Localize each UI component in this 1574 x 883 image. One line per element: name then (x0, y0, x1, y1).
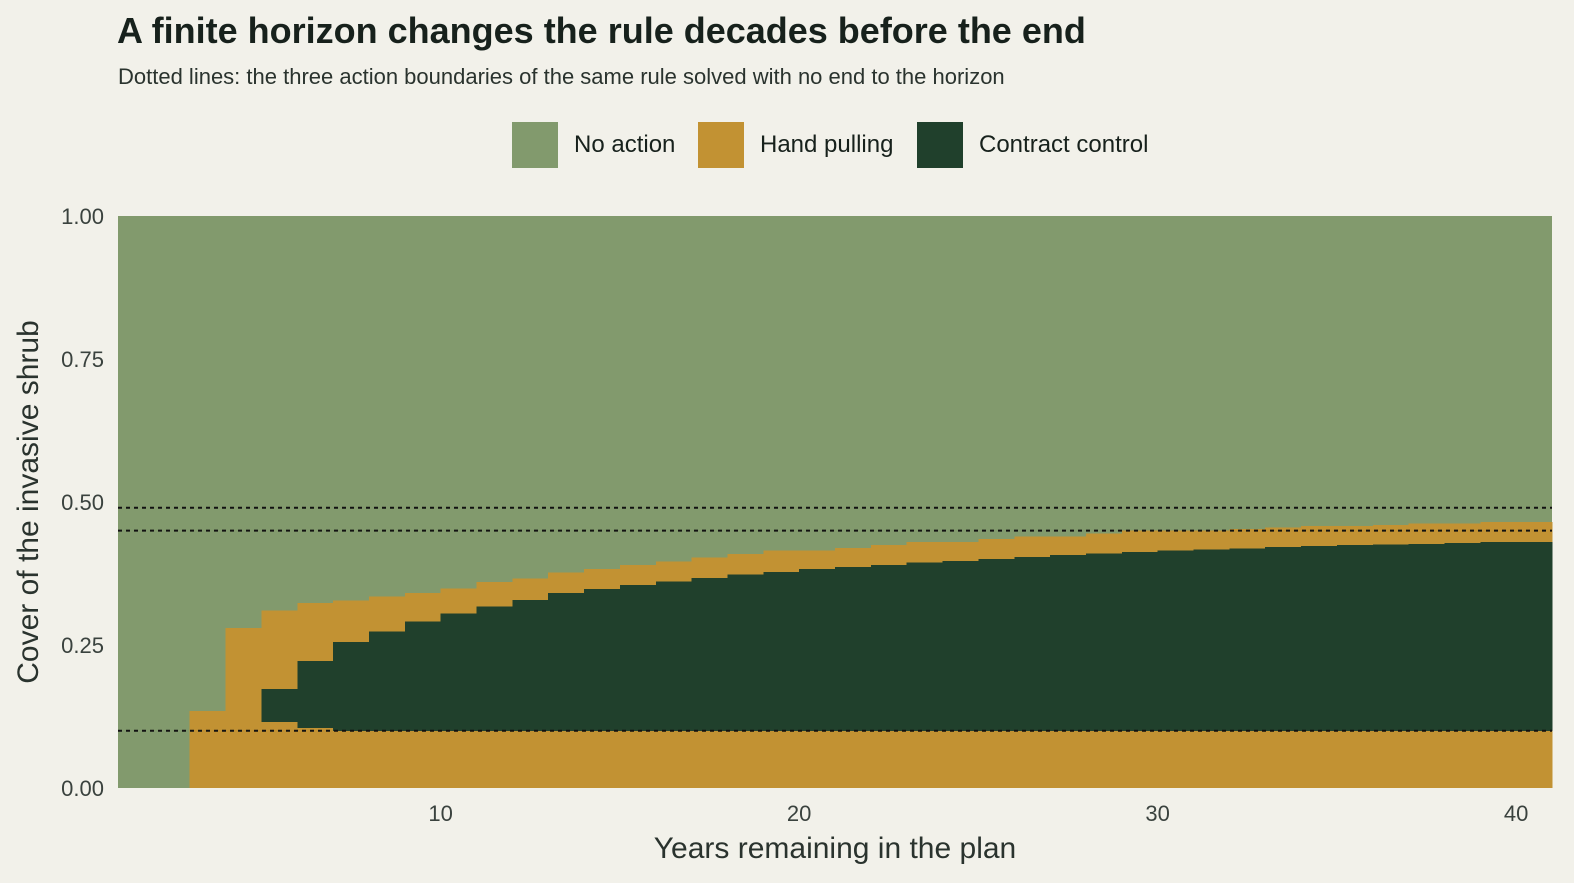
region-contract-control-step (1301, 546, 1338, 731)
region-hand-pulling-step (189, 710, 227, 788)
y-tick-label: 0.75 (61, 347, 104, 372)
region-contract-control-step (476, 606, 513, 731)
region-contract-control-step (1265, 547, 1302, 731)
region-contract-control-step (1014, 556, 1051, 731)
x-tick-label: 40 (1504, 801, 1528, 826)
legend-label-hand-pulling: Hand pulling (760, 131, 894, 158)
region-contract-control-step (512, 599, 549, 731)
region-contract-control-step (763, 571, 800, 731)
region-contract-control-step (942, 560, 979, 731)
region-contract-control-step (1229, 548, 1266, 731)
region-contract-control-step (1050, 555, 1087, 731)
region-contract-control-step (548, 592, 585, 731)
x-tick-label: 10 (428, 801, 452, 826)
region-contract-control-step (727, 574, 764, 731)
region-contract-control-step (404, 621, 442, 731)
x-tick-label: 30 (1145, 801, 1169, 826)
legend-item-contract-control: Contract control (917, 122, 1148, 168)
region-contract-control-step (1444, 543, 1481, 731)
region-contract-control-step (1372, 544, 1410, 731)
legend-swatch-contract-control (917, 122, 963, 168)
y-tick-label: 0.25 (61, 633, 104, 658)
region-contract-control-step (835, 567, 872, 731)
region-contract-control-step (1336, 544, 1374, 731)
region-contract-control-step (978, 559, 1015, 731)
chart-subtitle: Dotted lines: the three action boundarie… (118, 64, 1005, 89)
region-hand-pulling-step (225, 627, 262, 788)
plot-regions (118, 216, 1553, 788)
region-contract-control-step (584, 588, 621, 731)
y-tick-label: 1.00 (61, 204, 104, 229)
region-contract-control-step (1121, 551, 1159, 731)
x-axis-title: Years remaining in the plan (654, 832, 1016, 865)
region-contract-control-step (261, 689, 298, 723)
x-tick-label: 20 (787, 801, 811, 826)
legend-label-contract-control: Contract control (979, 131, 1149, 158)
region-contract-control-step (1085, 553, 1123, 731)
y-tick-label: 0.50 (61, 490, 104, 515)
legend-swatch-hand-pulling (698, 122, 744, 168)
x-axis-ticks: 10 20 30 40 (428, 801, 1528, 826)
region-contract-control-step (1157, 550, 1195, 731)
region-contract-control-step (297, 661, 334, 728)
region-contract-control-step (333, 642, 370, 731)
legend-item-no-action: No action (512, 122, 675, 168)
region-contract-control-step (1516, 542, 1553, 731)
legend: No action Hand pulling Contract control (0, 122, 1574, 168)
region-contract-control-step (691, 578, 729, 731)
legend-swatch-no-action (512, 122, 558, 168)
y-axis-ticks: 0.00 0.25 0.50 0.75 1.00 (61, 204, 104, 801)
y-tick-label: 0.00 (61, 776, 104, 801)
region-contract-control-step (799, 568, 836, 731)
region-contract-control-step (619, 584, 657, 731)
legend-label-no-action: No action (574, 131, 676, 158)
region-contract-control-step (655, 581, 693, 731)
region-contract-control-step (1480, 542, 1517, 731)
region-contract-control-step (368, 631, 406, 731)
legend-item-hand-pulling: Hand pulling (698, 122, 893, 168)
chart-title: A finite horizon changes the rule decade… (117, 10, 1086, 51)
region-contract-control-step (906, 562, 944, 731)
region-contract-control-step (870, 564, 908, 731)
reference-lines (118, 506, 1552, 732)
y-axis-title: Cover of the invasive shrub (12, 320, 45, 684)
region-contract-control-step (1193, 549, 1230, 731)
region-contract-control-step (440, 613, 478, 731)
region-contract-control-step (1408, 543, 1446, 731)
